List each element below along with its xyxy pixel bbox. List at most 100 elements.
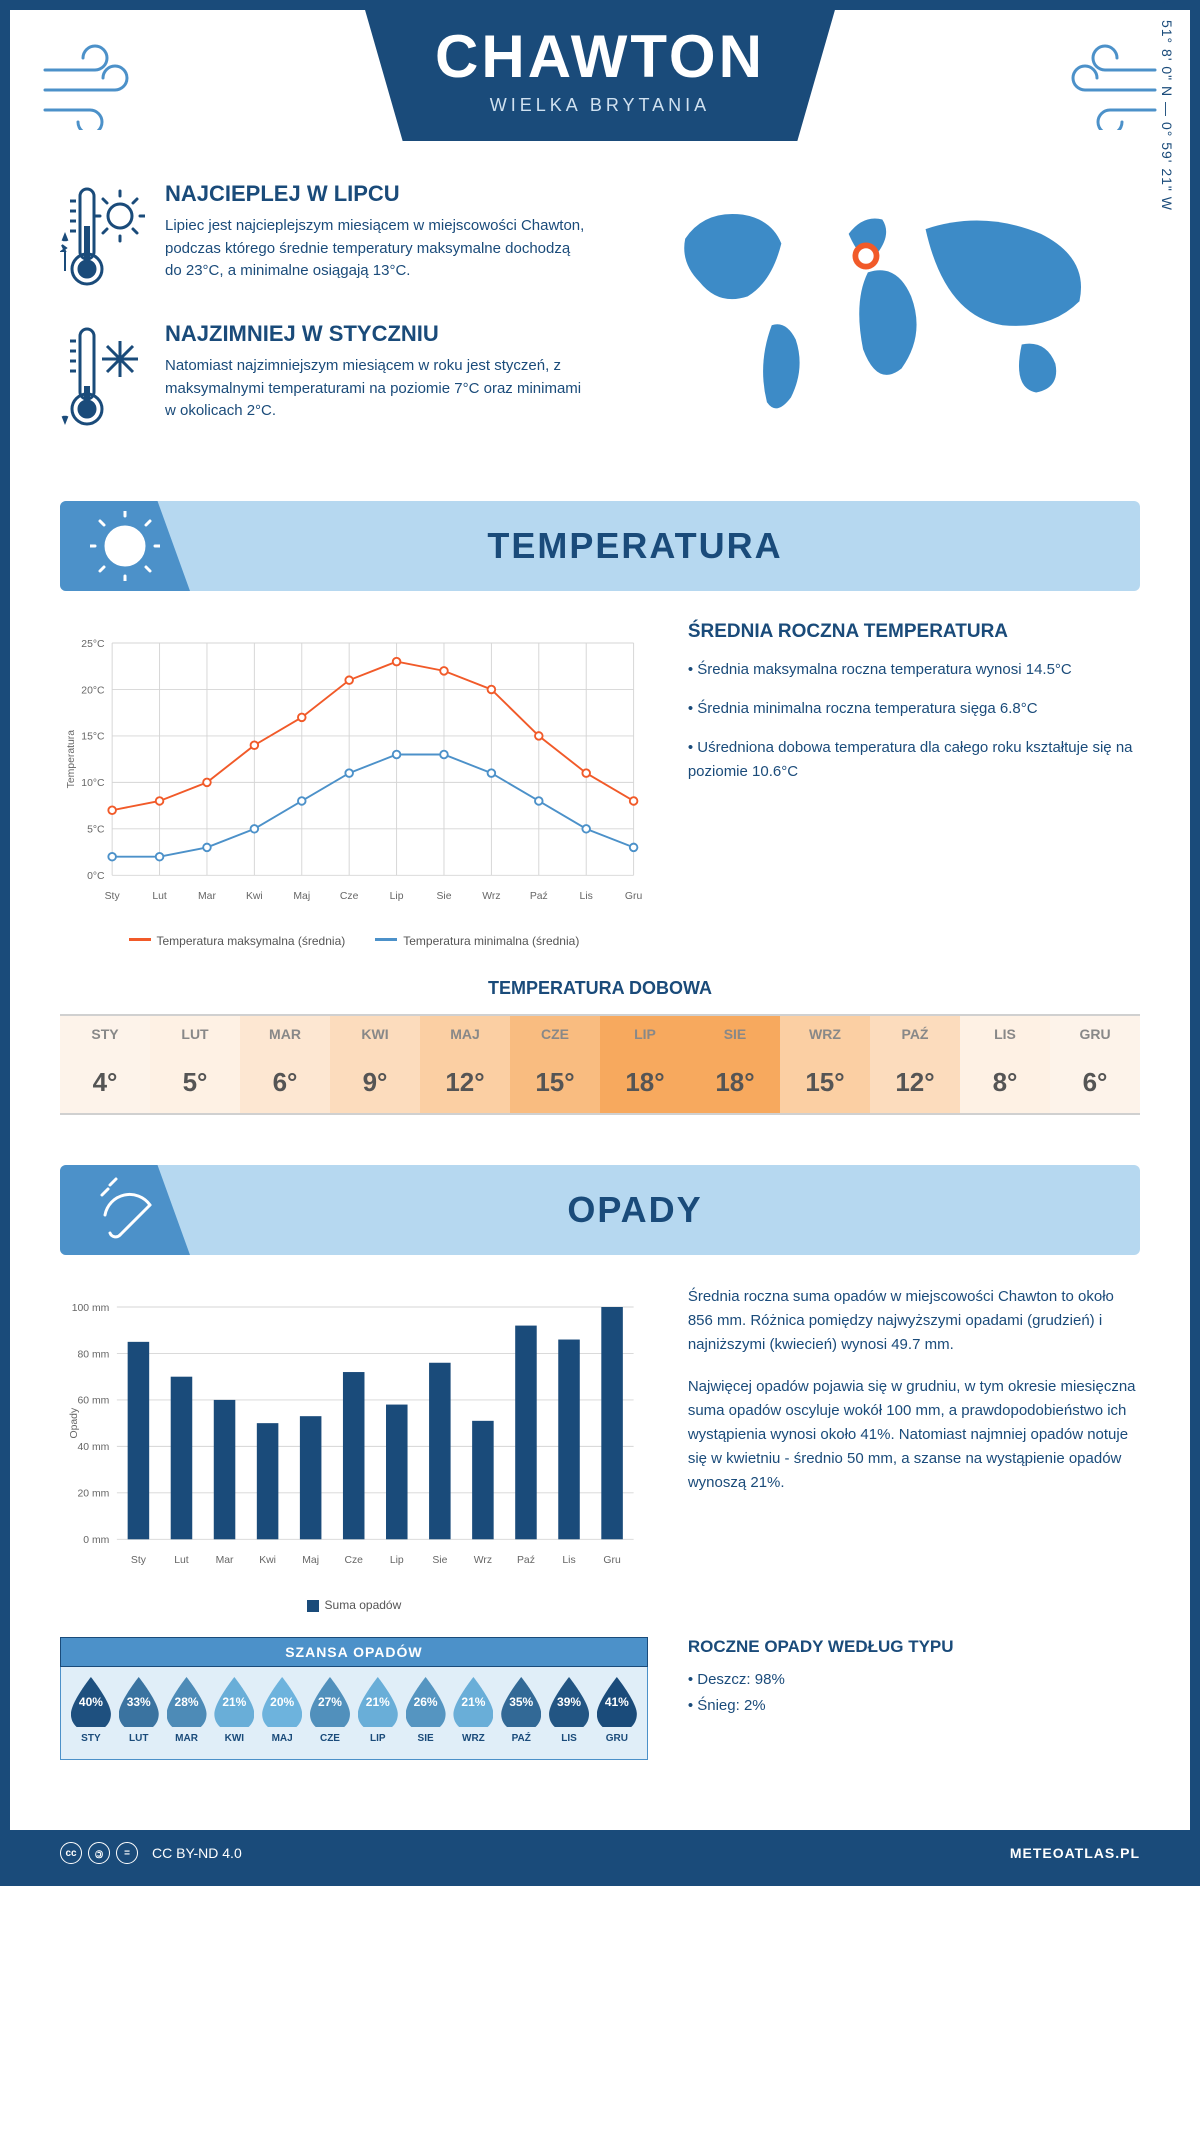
coords-lat: 51° 8' 0" N: [1159, 20, 1175, 97]
svg-text:Lis: Lis: [580, 891, 593, 902]
daily-month-head: STY: [60, 1016, 150, 1052]
svg-text:15°C: 15°C: [81, 732, 105, 743]
svg-text:100 mm: 100 mm: [72, 1303, 110, 1314]
footer: cc 🄯 = CC BY-ND 4.0 METEOATLAS.PL: [10, 1830, 1190, 1876]
page-subtitle: WIELKA BRYTANIA: [435, 95, 765, 116]
opady-summary-1: Średnia roczna suma opadów w miejscowośc…: [688, 1285, 1140, 1357]
license-text: CC BY-ND 4.0: [152, 1845, 242, 1861]
daily-temp-title: TEMPERATURA DOBOWA: [60, 978, 1140, 999]
svg-text:Mar: Mar: [198, 891, 216, 902]
svg-text:Lut: Lut: [174, 1555, 189, 1566]
svg-text:5°C: 5°C: [87, 825, 105, 836]
svg-text:Maj: Maj: [293, 891, 310, 902]
section-head-opady: OPADY: [60, 1165, 1140, 1255]
chance-drop: 41% GRU: [593, 1677, 641, 1744]
chance-drop: 33% LUT: [115, 1677, 163, 1744]
svg-text:20 mm: 20 mm: [77, 1489, 109, 1500]
svg-text:20°C: 20°C: [81, 685, 105, 696]
sun-icon: [90, 511, 160, 581]
temp-summary-title: ŚREDNIA ROCZNA TEMPERATURA: [688, 621, 1140, 643]
opady-type-title: ROCZNE OPADY WEDŁUG TYPU: [688, 1637, 1140, 1657]
daily-month-value: 4°: [60, 1052, 150, 1113]
coordinates: ANGLIA 51° 8' 0" N — 0° 59' 21" W: [1159, 0, 1175, 211]
daily-month-value: 5°: [150, 1052, 240, 1113]
svg-text:Temperatura: Temperatura: [66, 730, 77, 789]
fact-warmest-text: Lipiec jest najcieplejszym miesiącem w m…: [165, 215, 585, 283]
opady-type-snow: • Śnieg: 2%: [688, 1693, 1140, 1719]
cc-icon: cc: [60, 1842, 82, 1864]
svg-text:Mar: Mar: [216, 1555, 234, 1566]
chance-drop: 21% KWI: [210, 1677, 258, 1744]
bar-chart-legend: Suma opadów: [60, 1598, 648, 1612]
opady-summary-2: Najwięcej opadów pojawia się w grudniu, …: [688, 1375, 1140, 1495]
daily-month-head: LUT: [150, 1016, 240, 1052]
thermometer-cold-icon: [60, 321, 145, 431]
chance-drop: 39% LIS: [545, 1677, 593, 1744]
temp-bullet-1: • Średnia maksymalna roczna temperatura …: [688, 658, 1140, 682]
daily-month-head: KWI: [330, 1016, 420, 1052]
chance-drop: 27% CZE: [306, 1677, 354, 1744]
wind-curl-icon: [40, 40, 150, 131]
opady-type-rain: • Deszcz: 98%: [688, 1667, 1140, 1693]
svg-text:Wrz: Wrz: [474, 1555, 492, 1566]
daily-month-head: PAŹ: [870, 1016, 960, 1052]
line-chart-legend: Temperatura maksymalna (średnia)Temperat…: [60, 934, 648, 948]
daily-month-value: 15°: [780, 1052, 870, 1113]
chance-drop: 20% MAJ: [258, 1677, 306, 1744]
svg-text:Sie: Sie: [432, 1555, 447, 1566]
world-map: [615, 181, 1140, 431]
by-icon: 🄯: [88, 1842, 110, 1864]
coords-lon: 0° 59' 21" W: [1159, 122, 1175, 211]
daily-month-head: MAR: [240, 1016, 330, 1052]
fact-warmest-title: NAJCIEPLEJ W LIPCU: [165, 181, 585, 207]
temperature-line-chart: 0°C5°C10°C15°C20°C25°CStyLutMarKwiMajCze…: [60, 621, 648, 948]
chance-drop: 35% PAŹ: [497, 1677, 545, 1744]
svg-text:Cze: Cze: [340, 891, 359, 902]
daily-month-head: WRZ: [780, 1016, 870, 1052]
daily-month-value: 12°: [870, 1052, 960, 1113]
svg-text:Opady: Opady: [69, 1407, 80, 1438]
fact-coldest-text: Natomiast najzimniejszym miesiącem w rok…: [165, 355, 585, 423]
svg-text:40 mm: 40 mm: [77, 1442, 109, 1453]
page-title: CHAWTON: [435, 22, 765, 91]
chance-title: SZANSA OPADÓW: [60, 1637, 648, 1667]
svg-text:0 mm: 0 mm: [83, 1535, 109, 1546]
daily-month-value: 6°: [1050, 1052, 1140, 1113]
svg-text:Lis: Lis: [562, 1555, 575, 1566]
daily-month-head: CZE: [510, 1016, 600, 1052]
svg-text:Sty: Sty: [105, 891, 121, 902]
svg-text:Wrz: Wrz: [482, 891, 500, 902]
chance-drop: 21% WRZ: [450, 1677, 498, 1744]
daily-month-head: SIE: [690, 1016, 780, 1052]
temp-bullet-3: • Uśredniona dobowa temperatura dla całe…: [688, 736, 1140, 784]
daily-month-value: 18°: [600, 1052, 690, 1113]
svg-text:80 mm: 80 mm: [77, 1349, 109, 1360]
header: CHAWTON WIELKA BRYTANIA: [10, 10, 1190, 141]
svg-text:0°C: 0°C: [87, 871, 105, 882]
daily-month-value: 8°: [960, 1052, 1050, 1113]
nd-icon: =: [116, 1842, 138, 1864]
svg-text:25°C: 25°C: [81, 639, 105, 650]
daily-month-head: GRU: [1050, 1016, 1140, 1052]
svg-text:Gru: Gru: [625, 891, 643, 902]
precip-chance-strip: SZANSA OPADÓW 40% STY 33% LUT 28% MAR 21…: [60, 1637, 648, 1760]
umbrella-icon: [90, 1175, 160, 1245]
section-title-temperature: TEMPERATURA: [130, 525, 1140, 567]
temp-bullet-2: • Średnia minimalna roczna temperatura s…: [688, 697, 1140, 721]
title-band: CHAWTON WIELKA BRYTANIA: [365, 10, 835, 141]
svg-text:Maj: Maj: [302, 1555, 319, 1566]
fact-warmest: NAJCIEPLEJ W LIPCU Lipiec jest najcieple…: [60, 181, 585, 291]
svg-text:Lip: Lip: [390, 1555, 404, 1566]
thermometer-hot-icon: [60, 181, 145, 291]
coords-region: ANGLIA: [1159, 0, 1175, 5]
svg-text:Kwi: Kwi: [259, 1555, 276, 1566]
daily-month-value: 6°: [240, 1052, 330, 1113]
precipitation-bar-chart: 0 mm20 mm40 mm60 mm80 mm100 mmStyLutMarK…: [60, 1285, 648, 1612]
license-icons: cc 🄯 = CC BY-ND 4.0: [60, 1842, 242, 1864]
chance-drop: 21% LIP: [354, 1677, 402, 1744]
svg-text:Kwi: Kwi: [246, 891, 263, 902]
section-title-opady: OPADY: [130, 1189, 1140, 1231]
chance-drop: 26% SIE: [402, 1677, 450, 1744]
svg-text:60 mm: 60 mm: [77, 1396, 109, 1407]
svg-text:Lip: Lip: [390, 891, 404, 902]
